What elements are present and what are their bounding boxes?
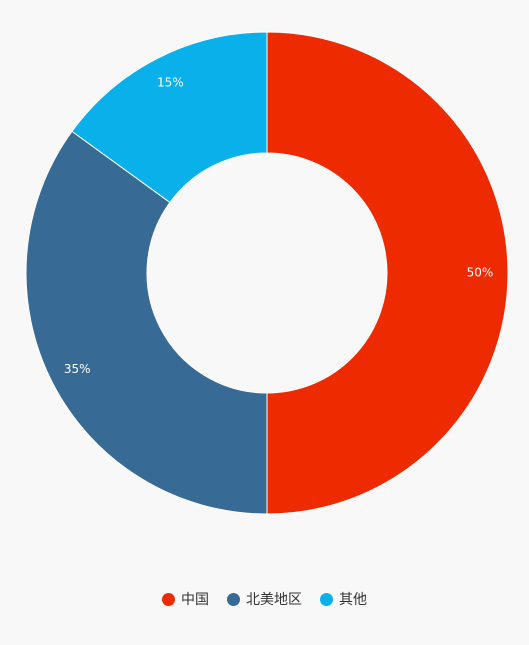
value-label: 15% — [157, 76, 184, 90]
legend-label: 中国 — [181, 592, 209, 608]
slice — [71, 31, 268, 204]
value-label: 35% — [64, 362, 91, 376]
legend-label: 北美地区 — [246, 592, 302, 608]
slice — [266, 31, 509, 515]
legend-item: 中国 — [162, 589, 209, 609]
value-label: 50% — [467, 266, 494, 280]
legend-label: 其他 — [339, 592, 367, 608]
chart: 50% 35% 15% — [25, 31, 509, 515]
legend-swatch — [320, 592, 333, 606]
legend: 中国 北美地区 其他 — [0, 589, 529, 609]
legend-swatch — [227, 592, 240, 606]
legend-item: 其他 — [320, 589, 367, 609]
legend-item: 北美地区 — [227, 589, 302, 609]
legend-swatch — [162, 592, 175, 606]
slice — [25, 130, 268, 515]
